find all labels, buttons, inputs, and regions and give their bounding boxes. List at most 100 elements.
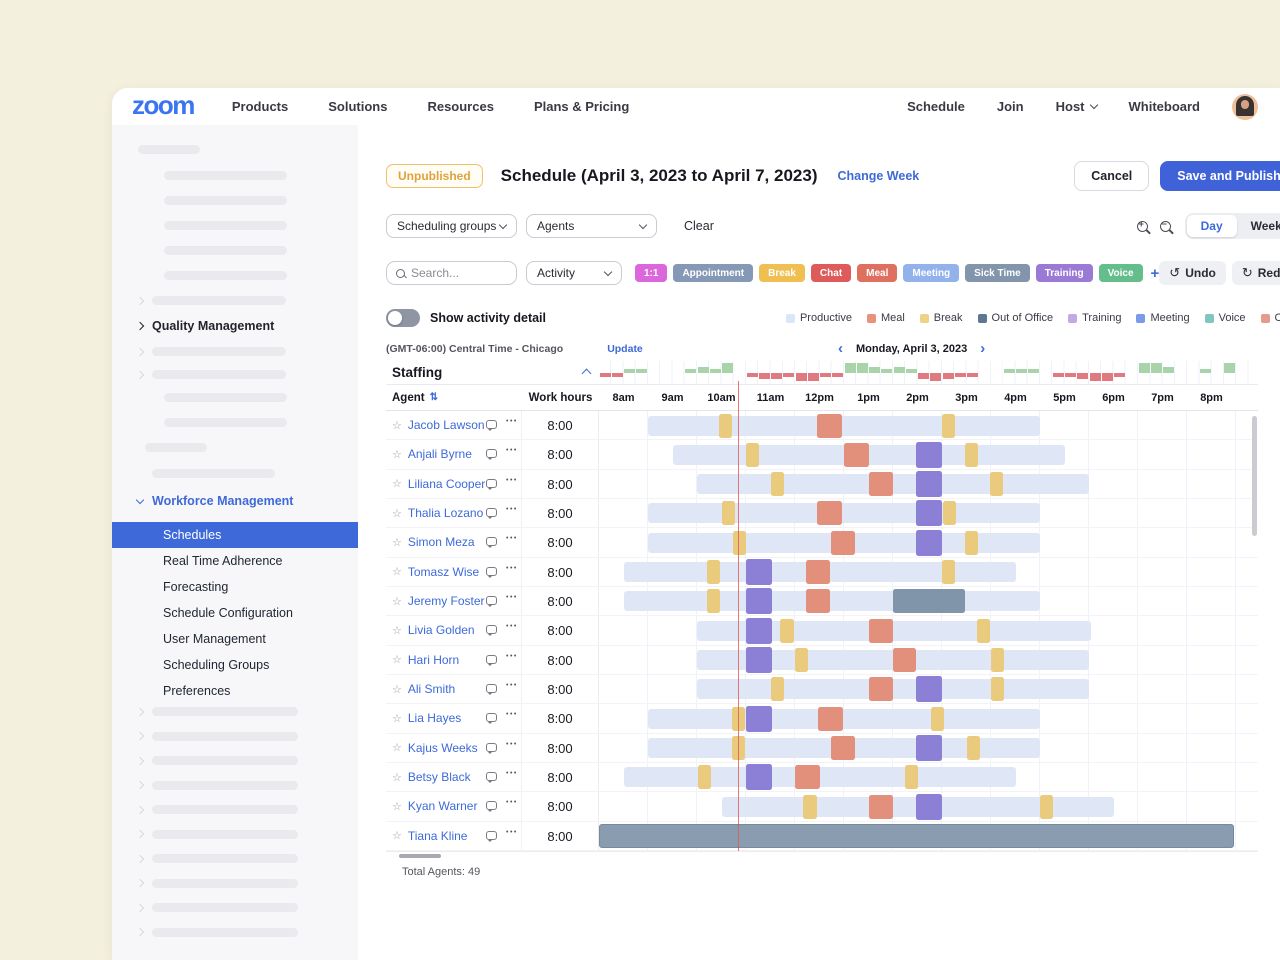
meeting-block[interactable] bbox=[916, 500, 942, 527]
agent-name-link[interactable]: Hari Horn bbox=[407, 652, 460, 667]
meal-block[interactable] bbox=[805, 589, 831, 614]
break-block[interactable] bbox=[942, 501, 957, 526]
show-activity-detail-toggle[interactable] bbox=[386, 309, 420, 327]
sidebar-item-preferences[interactable]: Preferences bbox=[163, 684, 231, 698]
meal-block[interactable] bbox=[830, 530, 856, 555]
agent-name-link[interactable]: Jacob Lawson bbox=[407, 418, 485, 433]
more-options-button[interactable]: ••• bbox=[506, 711, 518, 719]
break-block[interactable] bbox=[706, 589, 721, 614]
more-options-button[interactable]: ••• bbox=[506, 740, 518, 748]
sidebar-item-forecasting[interactable]: Forecasting bbox=[163, 580, 229, 594]
break-block[interactable] bbox=[942, 560, 956, 585]
redo-button[interactable]: ↻ Redo bbox=[1231, 261, 1280, 285]
break-block[interactable] bbox=[697, 765, 712, 790]
meeting-block[interactable] bbox=[746, 647, 772, 674]
add-activity-button[interactable]: + bbox=[1150, 264, 1160, 282]
more-options-button[interactable]: ••• bbox=[506, 769, 518, 777]
more-options-button[interactable]: ••• bbox=[506, 828, 518, 836]
chat-bubble-icon[interactable] bbox=[486, 449, 497, 461]
agent-name-link[interactable]: Livia Golden bbox=[407, 623, 475, 638]
chat-bubble-icon[interactable] bbox=[486, 801, 497, 813]
star-icon[interactable]: ☆ bbox=[392, 800, 402, 813]
timezone-update-link[interactable]: Update bbox=[607, 343, 643, 355]
sidebar-item-schedule-configuration[interactable]: Schedule Configuration bbox=[163, 606, 293, 620]
star-icon[interactable]: ☆ bbox=[392, 448, 402, 461]
meal-block[interactable] bbox=[868, 794, 893, 819]
break-block[interactable] bbox=[991, 648, 1005, 673]
chat-bubble-icon[interactable] bbox=[486, 478, 497, 490]
prev-day-icon[interactable]: ‹ bbox=[838, 340, 843, 357]
nav-item-host[interactable]: Host bbox=[1056, 99, 1098, 114]
agent-name-link[interactable]: Thalia Lozano bbox=[407, 506, 484, 521]
chat-bubble-icon[interactable] bbox=[486, 713, 497, 725]
activity-chip-meal[interactable]: Meal bbox=[857, 264, 898, 282]
meal-block[interactable] bbox=[868, 472, 893, 497]
chat-bubble-icon[interactable] bbox=[486, 742, 497, 754]
activity-chip-meeting[interactable]: Meeting bbox=[903, 264, 960, 282]
more-options-button[interactable]: ••• bbox=[506, 681, 518, 689]
scheduling-groups-select[interactable]: Scheduling groups bbox=[386, 214, 517, 238]
break-block[interactable] bbox=[795, 648, 809, 673]
more-options-button[interactable]: ••• bbox=[506, 593, 518, 601]
star-icon[interactable]: ☆ bbox=[392, 830, 402, 843]
agent-name-link[interactable]: Kyan Warner bbox=[407, 799, 478, 814]
star-icon[interactable]: ☆ bbox=[392, 771, 402, 784]
cancel-button[interactable]: Cancel bbox=[1074, 161, 1150, 191]
meal-block[interactable] bbox=[818, 706, 843, 731]
meal-block[interactable] bbox=[817, 413, 842, 438]
activity-chip-voice[interactable]: Voice bbox=[1098, 264, 1143, 282]
sidebar-item-real-time-adherence[interactable]: Real Time Adherence bbox=[163, 554, 283, 568]
week-tab[interactable]: Week bbox=[1250, 219, 1280, 233]
break-block[interactable] bbox=[991, 677, 1005, 702]
star-icon[interactable]: ☆ bbox=[392, 654, 402, 667]
sidebar-item-user-management[interactable]: User Management bbox=[163, 632, 266, 646]
meeting-block[interactable] bbox=[916, 676, 942, 703]
agents-select[interactable]: Agents bbox=[526, 214, 657, 238]
meeting-block[interactable] bbox=[916, 441, 942, 468]
activity-chip-appointment[interactable]: Appointment bbox=[673, 264, 754, 282]
break-block[interactable] bbox=[746, 442, 760, 467]
star-icon[interactable]: ☆ bbox=[392, 595, 402, 608]
productive-bar[interactable] bbox=[623, 591, 1040, 612]
productive-bar[interactable] bbox=[697, 679, 1089, 700]
scrollbar-thumb[interactable] bbox=[399, 853, 441, 859]
agent-name-link[interactable]: Simon Meza bbox=[407, 535, 475, 550]
vertical-scrollbar-thumb[interactable] bbox=[1252, 416, 1257, 536]
chat-bubble-icon[interactable] bbox=[486, 830, 497, 842]
meal-block[interactable] bbox=[830, 736, 856, 761]
chat-bubble-icon[interactable] bbox=[486, 654, 497, 666]
break-block[interactable] bbox=[780, 618, 794, 643]
break-block[interactable] bbox=[770, 472, 784, 497]
break-block[interactable] bbox=[803, 794, 817, 819]
agent-name-link[interactable]: Liliana Cooper bbox=[407, 476, 486, 491]
meeting-block[interactable] bbox=[746, 588, 772, 615]
meeting-block[interactable] bbox=[746, 705, 772, 732]
agent-name-link[interactable]: Lia Hayes bbox=[407, 711, 462, 726]
break-block[interactable] bbox=[1040, 794, 1054, 819]
productive-bar[interactable] bbox=[697, 620, 1092, 641]
chat-bubble-icon[interactable] bbox=[486, 420, 497, 431]
meeting-block[interactable] bbox=[746, 559, 772, 586]
meeting-block[interactable] bbox=[746, 617, 772, 644]
star-icon[interactable]: ☆ bbox=[392, 419, 402, 432]
zoom-out-icon[interactable]: − bbox=[1159, 219, 1171, 232]
star-icon[interactable]: ☆ bbox=[392, 742, 402, 755]
star-icon[interactable]: ☆ bbox=[392, 478, 402, 491]
sidebar-item-schedules[interactable]: Schedules bbox=[112, 522, 358, 548]
more-options-button[interactable]: ••• bbox=[506, 447, 518, 455]
activity-chip-1-1[interactable]: 1:1 bbox=[635, 264, 668, 282]
sort-icon[interactable]: ⇅ bbox=[429, 392, 438, 403]
horizontal-scrollbar[interactable] bbox=[386, 850, 1258, 860]
activity-chip-chat[interactable]: Chat bbox=[810, 264, 852, 282]
agent-name-link[interactable]: Kajus Weeks bbox=[407, 740, 478, 755]
chat-bubble-icon[interactable] bbox=[486, 537, 497, 549]
user-avatar[interactable] bbox=[1232, 93, 1258, 120]
save-and-publish-button[interactable]: Save and Publish bbox=[1160, 161, 1280, 191]
productive-bar[interactable] bbox=[648, 503, 1040, 524]
zoom-logo[interactable]: zoom bbox=[132, 89, 195, 120]
meal-block[interactable] bbox=[868, 618, 893, 643]
break-block[interactable] bbox=[989, 472, 1003, 497]
nav-item-join[interactable]: Join bbox=[996, 99, 1024, 114]
break-block[interactable] bbox=[732, 706, 746, 731]
chat-bubble-icon[interactable] bbox=[486, 625, 497, 637]
